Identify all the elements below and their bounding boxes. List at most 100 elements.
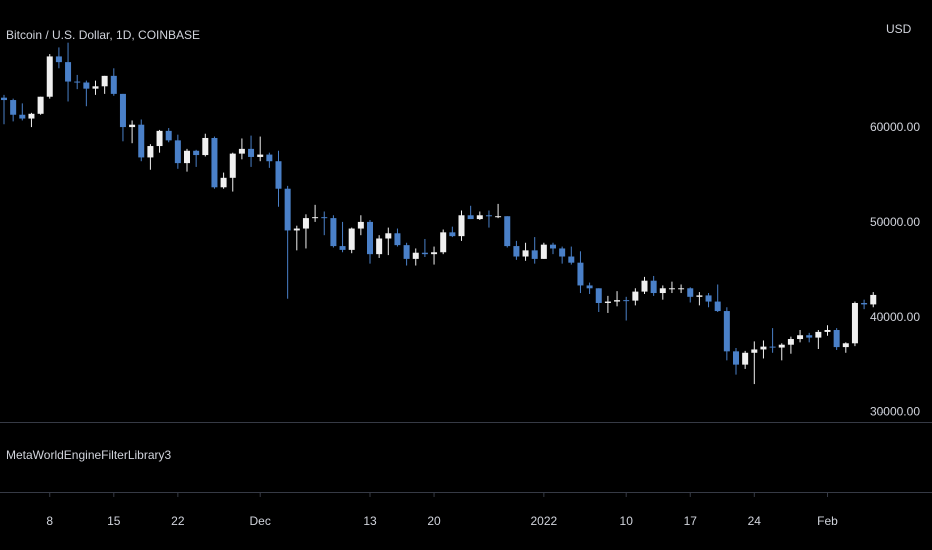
candle-body [302,218,309,229]
candle-body [851,302,858,344]
candle-body [92,86,99,89]
candle-body [293,228,300,231]
candle-body [248,148,255,157]
candle-body [147,146,154,158]
candle-body [586,285,593,289]
x-tick-label: 10 [620,514,634,528]
candle-body [577,262,584,286]
candle-body [540,244,547,259]
x-tick-label: Feb [817,514,838,528]
x-tick-label: 8 [46,514,53,528]
candle-body [870,294,877,305]
candle-body [614,300,621,302]
candle-body [678,288,685,290]
candle-body [65,62,72,82]
candle-body [806,335,813,338]
candle-body [257,154,264,157]
x-tick-label: 15 [107,514,121,528]
candle-body [211,137,218,188]
candle-body [55,56,62,63]
candle-body [760,346,767,350]
candle-body [174,140,181,164]
candle-body [119,93,126,128]
candle-body [787,339,794,345]
candle-body [449,232,456,237]
candle-body [129,124,136,128]
candle-body [485,215,492,217]
candle-body [797,335,804,340]
candle-body [623,300,630,302]
candle-body [348,228,355,250]
candle-body [632,291,639,301]
candle-body [595,288,602,303]
candle-body [1,97,7,101]
candle-body [74,81,81,83]
candle-body [110,75,117,94]
candle-body [522,250,529,257]
y-tick-label: 30000.00 [870,405,920,419]
candle-body [641,280,648,292]
candle-body [467,215,474,220]
candle-body [156,130,163,147]
candle-body [46,56,53,97]
y-tick-label: 40000.00 [870,310,920,324]
candle-body [550,244,556,249]
candle-body [266,154,273,162]
candle-body [742,352,749,365]
candle-body [714,301,721,312]
candle-body [440,232,447,253]
candle-body [495,216,502,218]
candle-body [220,177,227,188]
candle-body [531,250,538,259]
y-axis-label: USD [886,22,912,36]
candle-body [431,252,438,255]
candle-body [101,75,108,87]
candle-body [568,256,575,263]
indicator-label: MetaWorldEngineFilterLibrary3 [6,448,172,462]
candle-body [668,288,675,290]
candle-body [842,343,849,348]
candle-body [659,288,666,294]
x-tick-label: Dec [250,514,271,528]
candle-body [184,150,190,164]
candle-body [19,114,26,119]
candle-body [403,245,410,259]
candle-body [687,288,694,297]
x-tick-label: 17 [684,514,698,528]
candle-body [193,150,200,156]
candle-body [165,130,172,141]
candle-body [705,295,712,302]
candle-body [385,233,392,239]
y-tick-label: 50000.00 [870,215,920,229]
candle-body [339,246,346,250]
candle-body [604,301,611,303]
candle-body [861,302,868,305]
candle-body [367,221,373,255]
candle-body [312,217,319,219]
x-tick-label: 24 [748,514,762,528]
candle-body [330,218,337,247]
candle-body [83,82,90,89]
candle-body [138,124,145,158]
candle-body [815,331,822,338]
candle-body [37,96,44,114]
x-tick-label: 13 [363,514,377,528]
candle-body [321,217,328,219]
candle-body [833,330,840,348]
y-tick-label: 60000.00 [870,120,920,134]
candle-body [202,137,209,156]
candle-body [751,349,758,353]
candle-body [376,238,383,255]
candle-body [733,351,739,365]
chart-title: Bitcoin / U.S. Dollar, 1D, COINBASE [6,28,200,42]
candle-body [778,344,785,348]
candle-body [238,148,245,154]
candle-body [476,215,483,220]
candle-body [824,330,831,332]
candle-body [412,252,419,259]
x-tick-label: 20 [427,514,441,528]
candle-body [769,346,776,348]
candle-body [394,233,401,246]
